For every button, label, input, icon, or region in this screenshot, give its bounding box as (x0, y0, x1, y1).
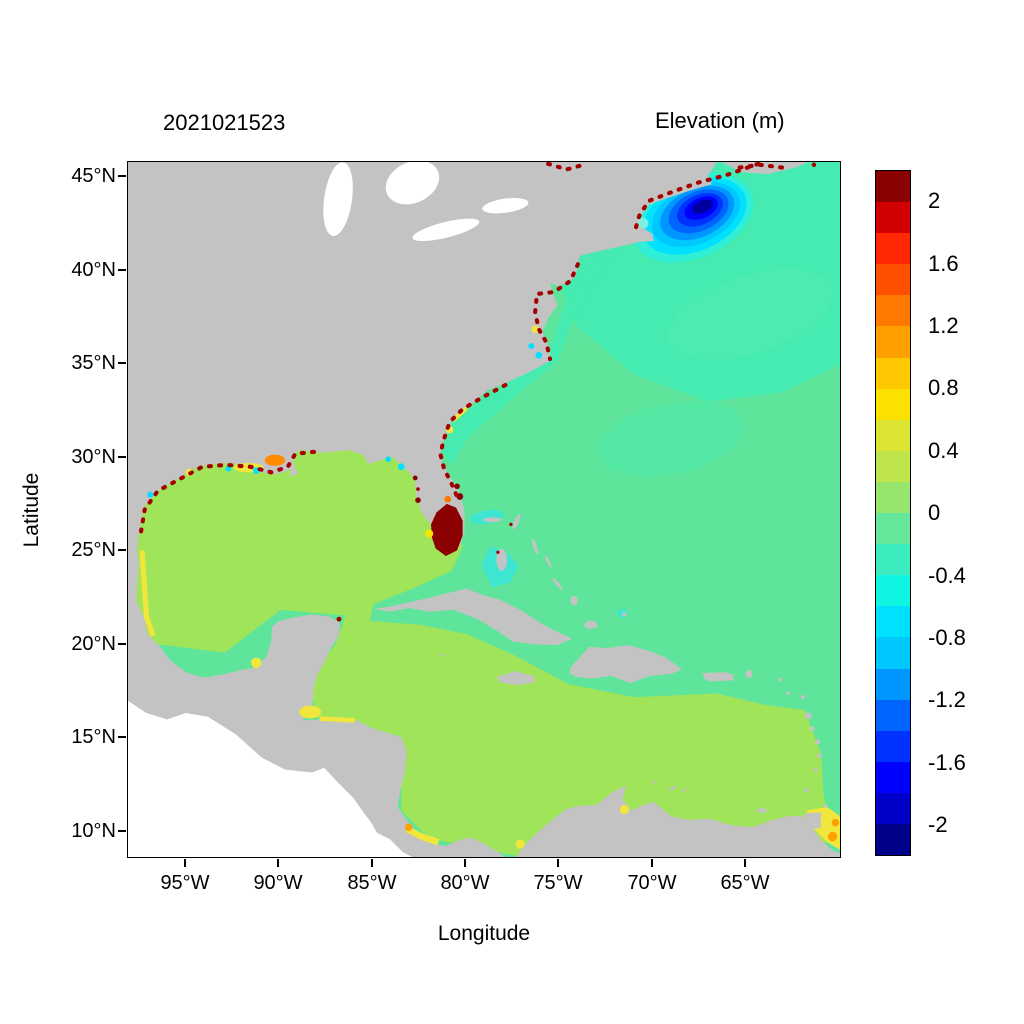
cape-cod-bay-cyan (637, 217, 649, 229)
puerto-rico (702, 672, 735, 682)
y-tick-label-15n: 15°N (71, 726, 116, 748)
colorbar-segment (876, 388, 910, 420)
y-tick-mark (118, 456, 126, 458)
colorbar-tick-label: -0.8 (928, 625, 966, 650)
south-america-land (516, 785, 840, 857)
colorbar-tick-label: 2 (928, 188, 941, 213)
x-tick-label-80w: 80°W (440, 872, 490, 894)
y-tick-mark (118, 830, 126, 832)
hispaniola (569, 645, 682, 684)
y-tick-label-35n: 35°N (71, 352, 116, 374)
colorbar-tick-label: 1.6 (928, 251, 959, 276)
y-tick-label-45n: 45°N (71, 165, 116, 187)
colorbar-tick-label: 0 (928, 500, 941, 525)
colorbar-segment (876, 823, 910, 856)
jamaica (497, 671, 536, 686)
colorbar-segment (876, 792, 910, 824)
colorbar-segment (876, 295, 910, 327)
colorbar-segment (876, 668, 910, 700)
x-tick-mark (371, 859, 373, 867)
gulf-stream-swirl (668, 268, 833, 360)
y-tick-mark (118, 175, 126, 177)
x-tick-label-65w: 65°W (720, 872, 770, 894)
colorbar-segment (876, 326, 910, 358)
x-tick-mark (277, 859, 279, 867)
colorbar-title: Elevation (m) (655, 108, 785, 133)
x-tick-label-85w: 85°W (347, 872, 397, 894)
y-tick-mark (118, 362, 126, 364)
x-tick-mark (464, 859, 466, 867)
colorbar-tick-label: -1.6 (928, 750, 966, 775)
pacific-blank (128, 700, 413, 857)
colorbar-tick-label: -2 (928, 812, 948, 837)
colorbar-segment (876, 637, 910, 669)
colorbar-segment (876, 357, 910, 389)
x-tick-mark (184, 859, 186, 867)
x-tick-label-75w: 75°W (533, 872, 583, 894)
y-tick-label-40n: 40°N (71, 259, 116, 281)
y-tick-mark (118, 269, 126, 271)
colorbar-segments (876, 171, 910, 856)
gulf-caribbean-field (128, 420, 831, 857)
colorbar (875, 170, 911, 856)
isolated-high-speckles (336, 162, 817, 622)
colorbar-segment (876, 202, 910, 234)
y-tick-mark (118, 736, 126, 738)
x-tick-mark (557, 859, 559, 867)
x-tick-mark (651, 859, 653, 867)
colorbar-tick-label: 0.8 (928, 375, 959, 400)
elevation-map (128, 162, 840, 857)
colorbar-segment (876, 606, 910, 638)
coastal-high-speckles (138, 162, 785, 534)
colorbar-segment (876, 171, 910, 203)
great-lakes-blank (323, 162, 529, 242)
colorbar-tick-label: -0.4 (928, 563, 966, 588)
gulf-stream-swirl (597, 401, 744, 477)
colorbar-segment (876, 481, 910, 514)
map-plot-area (127, 161, 841, 858)
colorbar-segment (876, 233, 910, 265)
north-central-america-land (128, 162, 718, 857)
x-tick-mark (744, 859, 746, 867)
plot-title-date: 2021021523 (163, 110, 286, 135)
nova-scotia (721, 162, 809, 175)
y-tick-label-25n: 25°N (71, 539, 116, 561)
colorbar-tick-label: 1.2 (928, 313, 959, 338)
south-florida-high (412, 475, 464, 556)
southeast-shelf-teal-band (442, 249, 619, 465)
cuba (374, 588, 573, 646)
x-tick-label-70w: 70°W (627, 872, 677, 894)
colorbar-segment (876, 264, 910, 296)
colorbar-segment (876, 419, 910, 451)
x-tick-label-90w: 90°W (253, 872, 303, 894)
colorbar-segment (876, 544, 910, 576)
y-axis-label: Latitude (20, 472, 43, 548)
x-tick-label-95w: 95°W (160, 872, 210, 894)
y-tick-label-20n: 20°N (71, 633, 116, 655)
colorbar-segment (876, 699, 910, 731)
x-axis-label: Longitude (437, 922, 531, 945)
colorbar-tick-label: 0.4 (928, 438, 959, 463)
y-tick-mark (118, 549, 126, 551)
y-tick-label-10n: 10°N (71, 820, 116, 842)
y-tick-label-30n: 30°N (71, 446, 116, 468)
trinidad (804, 812, 822, 830)
colorbar-segment (876, 575, 910, 607)
colorbar-tick-label: -1.2 (928, 687, 966, 712)
y-tick-mark (118, 643, 126, 645)
colorbar-segment (876, 450, 910, 482)
colorbar-segment (876, 513, 910, 545)
islands (374, 162, 827, 830)
colorbar-segment (876, 730, 910, 762)
colorbar-segment (876, 761, 910, 793)
